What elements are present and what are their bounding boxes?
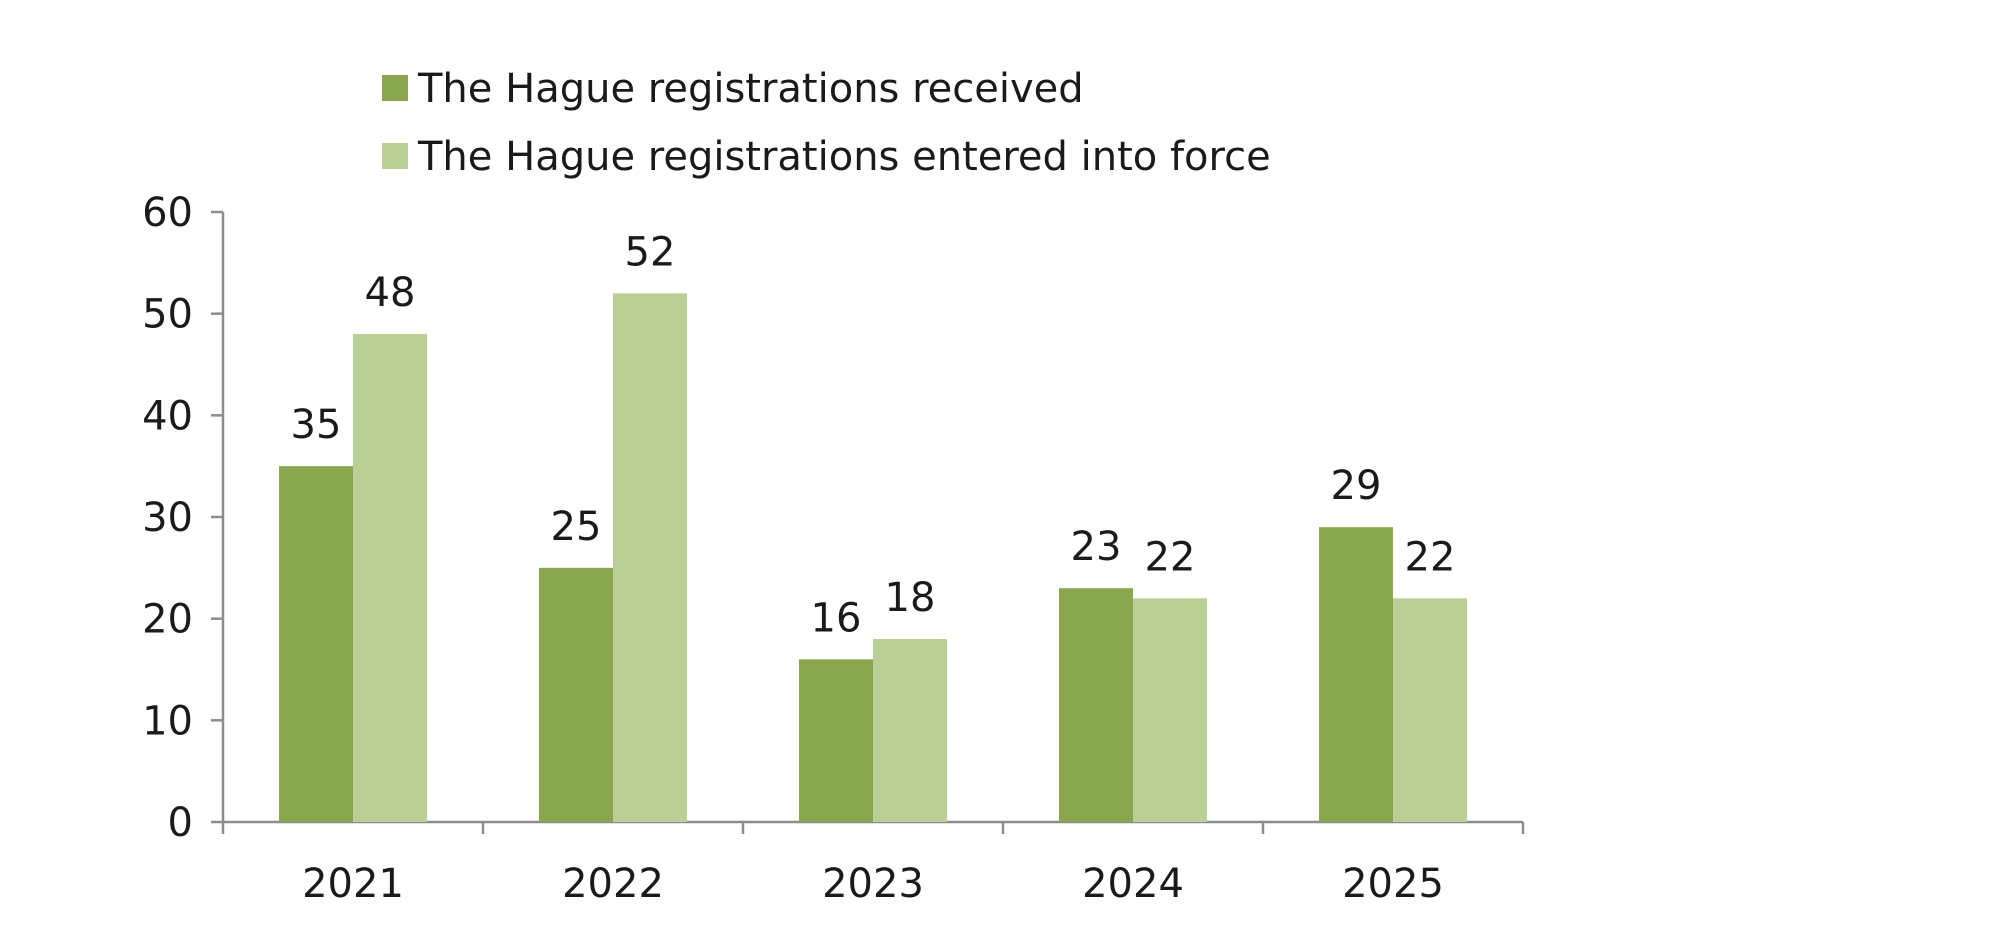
data-label: 22: [1145, 534, 1196, 580]
legend-label-2: The Hague registrations entered into for…: [417, 134, 1271, 180]
data-label: 23: [1071, 524, 1122, 570]
y-axis: 0 10 20 30 40 50 60: [142, 190, 225, 846]
data-label: 16: [811, 595, 862, 641]
y-tick-label: 60: [142, 190, 193, 236]
bar-entered-into-force-2023: [873, 639, 947, 822]
bar-received-2024: [1059, 588, 1133, 822]
legend: The Hague registrations received The Hagu…: [382, 66, 1271, 180]
x-tick-label: 2022: [562, 861, 664, 907]
data-label: 52: [625, 229, 676, 275]
bar-received-2022: [539, 567, 613, 822]
data-label: 29: [1331, 463, 1382, 509]
bar-received-2025: [1319, 527, 1393, 822]
bars: [279, 293, 1467, 822]
data-label: 35: [291, 402, 342, 448]
y-tick-label: 0: [168, 800, 193, 846]
x-tick-label: 2023: [822, 861, 924, 907]
y-tick-label: 40: [142, 393, 193, 439]
x-axis: 2021 2022 2023 2024 2025: [221, 820, 1525, 907]
data-label: 18: [885, 575, 936, 621]
legend-swatch-1: [382, 75, 408, 101]
legend-swatch-2: [382, 143, 408, 169]
bar-entered-into-force-2022: [613, 293, 687, 822]
bar-entered-into-force-2024: [1133, 598, 1207, 822]
x-tick-label: 2024: [1082, 861, 1184, 907]
data-labels: 35 48 25 52 16 18 23 22 29 22: [291, 229, 1456, 641]
y-tick-label: 10: [142, 698, 193, 744]
y-tick-label: 30: [142, 495, 193, 541]
data-label: 25: [551, 504, 602, 550]
bar-entered-into-force-2021: [353, 334, 427, 822]
y-tick-label: 50: [142, 292, 193, 338]
bar-entered-into-force-2025: [1393, 598, 1467, 822]
x-tick-label: 2021: [302, 861, 404, 907]
data-label: 48: [365, 270, 416, 316]
x-tick-label: 2025: [1342, 861, 1444, 907]
data-label: 22: [1405, 534, 1456, 580]
bar-received-2023: [799, 659, 873, 822]
bar-received-2021: [279, 466, 353, 822]
y-tick-label: 20: [142, 597, 193, 643]
legend-label-1: The Hague registrations received: [417, 66, 1084, 112]
